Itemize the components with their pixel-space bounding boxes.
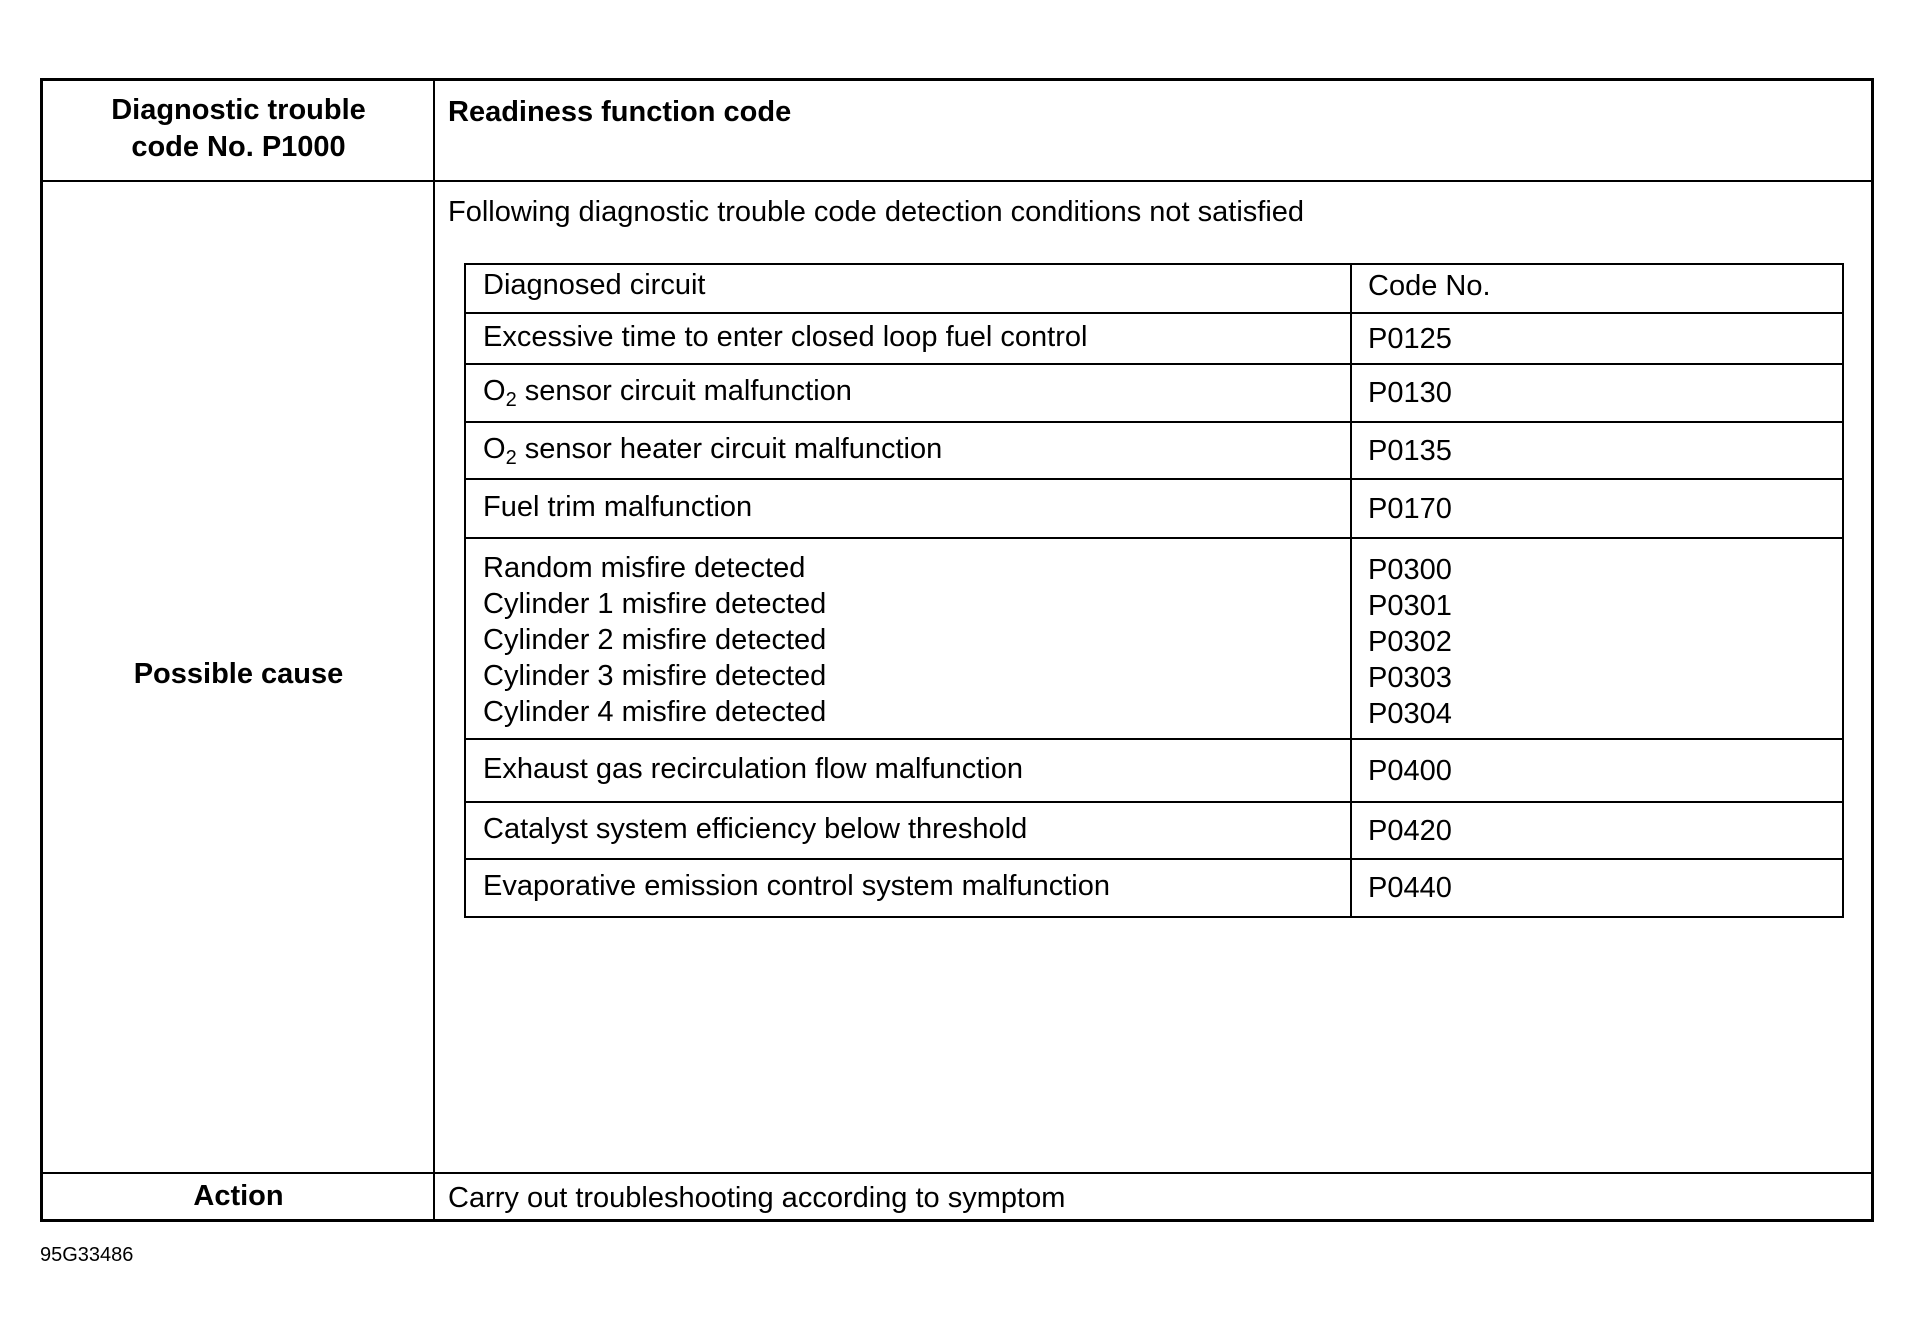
code-number: P0135 (1368, 434, 1452, 467)
circuit-cell: Exhaust gas recirculation flow malfuncti… (483, 751, 1023, 787)
code-cell: P0420 (1368, 813, 1452, 849)
code-number: P0440 (1368, 872, 1452, 904)
row-divider (464, 478, 1844, 480)
column-divider (433, 80, 435, 1222)
circuit-name: Catalyst system efficiency below thresho… (483, 812, 1028, 845)
code-number: P0125 (1368, 322, 1452, 355)
circuit-cell: Fuel trim malfunction (483, 489, 752, 525)
row-divider (464, 363, 1844, 365)
header-line: Diagnostic trouble (111, 94, 366, 126)
circuit-name: Cylinder 2 misfire detected (483, 624, 827, 656)
row-divider (464, 858, 1844, 860)
circuit-name: Fuel trim malfunction (483, 490, 753, 523)
diagnosed-circuit-table (464, 263, 1844, 918)
circuit-name: O2 sensor circuit malfunction (483, 375, 852, 411)
row-divider (464, 801, 1844, 803)
circuit-name: O2 sensor heater circuit malfunction (483, 432, 943, 469)
circuit-name: Cylinder 3 misfire detected (483, 660, 827, 692)
header-line: code No. P1000 (131, 131, 346, 163)
inner-column-divider (1350, 263, 1352, 918)
circuit-name: Evaporative emission control system malf… (483, 870, 1110, 902)
column-header: Code No. (1368, 270, 1491, 302)
code-number: P0300 (1368, 554, 1452, 586)
dtc-number-header: Diagnostic trouble code No. P1000 (43, 92, 434, 166)
row-divider (464, 312, 1844, 314)
row-divider (42, 1172, 1872, 1174)
dtc-table (40, 78, 1874, 1222)
code-cell: P0400 (1368, 753, 1452, 789)
circuit-cell: Evaporative emission control system malf… (483, 868, 1110, 904)
code-number: P0130 (1368, 377, 1452, 409)
code-number: P0303 (1368, 662, 1452, 694)
action-text: Carry out troubleshooting according to s… (448, 1182, 1066, 1214)
circuit-cell: O2 sensor circuit malfunction (483, 373, 852, 411)
circuit-name: Cylinder 1 misfire detected (483, 588, 827, 620)
possible-cause-label: Possible cause (133, 658, 344, 690)
circuit-cell: Excessive time to enter closed loop fuel… (483, 319, 1087, 355)
circuit-name: Exhaust gas recirculation flow malfuncti… (483, 752, 1023, 785)
circuit-cell: Catalyst system efficiency below thresho… (483, 811, 1027, 847)
figure-reference: 95G33486 (40, 1244, 134, 1266)
row-divider (464, 421, 1844, 423)
circuit-name: Cylinder 4 misfire detected (483, 696, 827, 728)
circuit-cell: O2 sensor heater circuit malfunction (483, 431, 943, 469)
code-number: P0420 (1368, 814, 1452, 847)
row-divider (464, 738, 1844, 740)
action-label: Action (193, 1180, 284, 1212)
code-number: P0304 (1368, 698, 1452, 730)
code-cell: P0135 (1368, 433, 1452, 469)
code-number: P0301 (1368, 590, 1452, 622)
code-cell: P0300 P0301 P0302 P0303 P0304 (1368, 552, 1452, 732)
row-divider (42, 180, 1872, 182)
circuit-name: Random misfire detected (483, 552, 806, 584)
code-number: P0170 (1368, 492, 1452, 525)
possible-cause-intro: Following diagnostic trouble code detect… (448, 196, 1305, 228)
readiness-function-title: Readiness function code (448, 96, 792, 128)
code-cell: P0440 (1368, 870, 1452, 906)
circuit-cell: Random misfire detected Cylinder 1 misfir… (483, 550, 826, 730)
row-divider (464, 537, 1844, 539)
code-cell: P0130 (1368, 375, 1452, 411)
column-header: Diagnosed circuit (483, 269, 706, 301)
code-number: P0302 (1368, 626, 1452, 658)
code-cell: P0125 (1368, 321, 1452, 357)
circuit-name: Excessive time to enter closed loop fuel… (483, 320, 1088, 353)
code-cell: P0170 (1368, 491, 1452, 527)
code-number: P0400 (1368, 754, 1452, 787)
